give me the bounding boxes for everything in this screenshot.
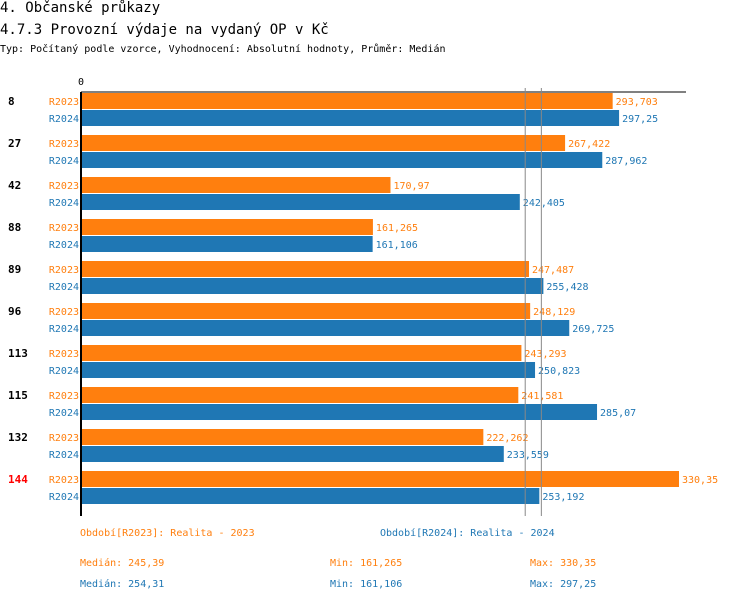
- bar-r2023: [81, 219, 373, 235]
- category-label: 132: [8, 431, 28, 444]
- category-label: 88: [8, 221, 21, 234]
- data-label: 285,07: [600, 408, 636, 419]
- category-label: 144: [8, 473, 28, 486]
- bar-r2024: [81, 404, 598, 420]
- bar-chart: 0 8 R2023 293,703 R2024 297,25 27 R2023 267,422 R…: [8, 77, 718, 516]
- series-label: R2023: [49, 181, 79, 192]
- bar-r2023: [81, 135, 566, 151]
- bar-r2024: [81, 362, 536, 378]
- data-label: 170,97: [393, 181, 429, 192]
- bar-r2024: [81, 488, 540, 504]
- legend-r2023: Období[R2023]: Realita - 2023: [80, 528, 255, 539]
- bar-r2023: [81, 471, 679, 487]
- series-label: R2023: [49, 223, 79, 234]
- series-label: R2024: [49, 492, 79, 503]
- category-label: 96: [8, 305, 22, 318]
- category-label: 89: [8, 263, 21, 276]
- chart-title: 4.7.3 Provozní výdaje na vydaný OP v Kč: [0, 22, 329, 38]
- bar-r2023: [81, 387, 519, 403]
- series-label: R2023: [49, 433, 79, 444]
- bar-r2024: [81, 278, 544, 294]
- series-label: R2024: [49, 282, 79, 293]
- bar-r2023: [81, 345, 522, 361]
- axis-tick-0: 0: [78, 77, 84, 88]
- stat-median-r2023: Medián: 245,39: [80, 558, 165, 569]
- data-label: 247,487: [532, 265, 574, 276]
- data-label: 297,25: [622, 114, 658, 125]
- category-label: 8: [8, 95, 15, 108]
- data-label: 267,422: [568, 139, 610, 150]
- chart-subtitle: Typ: Počítaný podle vzorce, Vyhodnocení:…: [0, 44, 446, 55]
- category-label: 27: [8, 137, 21, 150]
- bar-r2023: [81, 177, 391, 193]
- bar-r2024: [81, 446, 504, 462]
- bar-r2024: [81, 236, 373, 252]
- section-heading: 4. Občanské průkazy: [0, 0, 161, 16]
- category-label: 115: [8, 389, 28, 402]
- series-label: R2023: [49, 97, 79, 108]
- data-label: 253,192: [542, 492, 584, 503]
- category-label: 42: [8, 179, 21, 192]
- stat-min-r2024: Min: 161,106: [330, 579, 403, 590]
- data-label: 287,962: [605, 156, 647, 167]
- data-label: 233,559: [507, 450, 549, 461]
- data-label: 222,262: [486, 433, 528, 444]
- series-label: R2023: [49, 139, 79, 150]
- series-label: R2024: [49, 198, 79, 209]
- stat-min-r2023: Min: 161,265: [330, 558, 403, 569]
- series-label: R2023: [49, 265, 79, 276]
- series-label: R2024: [49, 450, 79, 461]
- series-label: R2023: [49, 349, 79, 360]
- data-label: 293,703: [616, 97, 658, 108]
- data-label: 161,265: [376, 223, 418, 234]
- bar-r2024: [81, 194, 520, 210]
- category-label: 113: [8, 347, 28, 360]
- data-label: 269,725: [572, 324, 614, 335]
- bar-r2023: [81, 429, 484, 445]
- bar-r2023: [81, 93, 613, 109]
- data-label: 241,581: [521, 391, 563, 402]
- series-label: R2024: [49, 114, 79, 125]
- bar-r2024: [81, 110, 620, 126]
- data-label: 242,405: [523, 198, 565, 209]
- series-label: R2024: [49, 366, 79, 377]
- stat-max-r2024: Max: 297,25: [530, 579, 597, 590]
- data-label: 248,129: [533, 307, 575, 318]
- stat-median-r2024: Medián: 254,31: [80, 579, 165, 590]
- stat-max-r2023: Max: 330,35: [530, 558, 597, 569]
- series-label: R2024: [49, 324, 79, 335]
- bar-r2023: [81, 261, 530, 277]
- series-label: R2024: [49, 240, 79, 251]
- series-label: R2023: [49, 307, 79, 318]
- bar-r2023: [81, 303, 531, 319]
- data-label: 330,35: [682, 475, 718, 486]
- data-label: 161,106: [376, 240, 418, 251]
- series-label: R2024: [49, 156, 79, 167]
- data-label: 243,293: [524, 349, 566, 360]
- series-label: R2024: [49, 408, 79, 419]
- legend-r2024: Období[R2024]: Realita - 2024: [380, 528, 555, 539]
- data-label: 255,428: [546, 282, 588, 293]
- series-label: R2023: [49, 391, 79, 402]
- series-label: R2023: [49, 475, 79, 486]
- bar-r2024: [81, 152, 603, 168]
- data-label: 250,823: [538, 366, 580, 377]
- bar-r2024: [81, 320, 570, 336]
